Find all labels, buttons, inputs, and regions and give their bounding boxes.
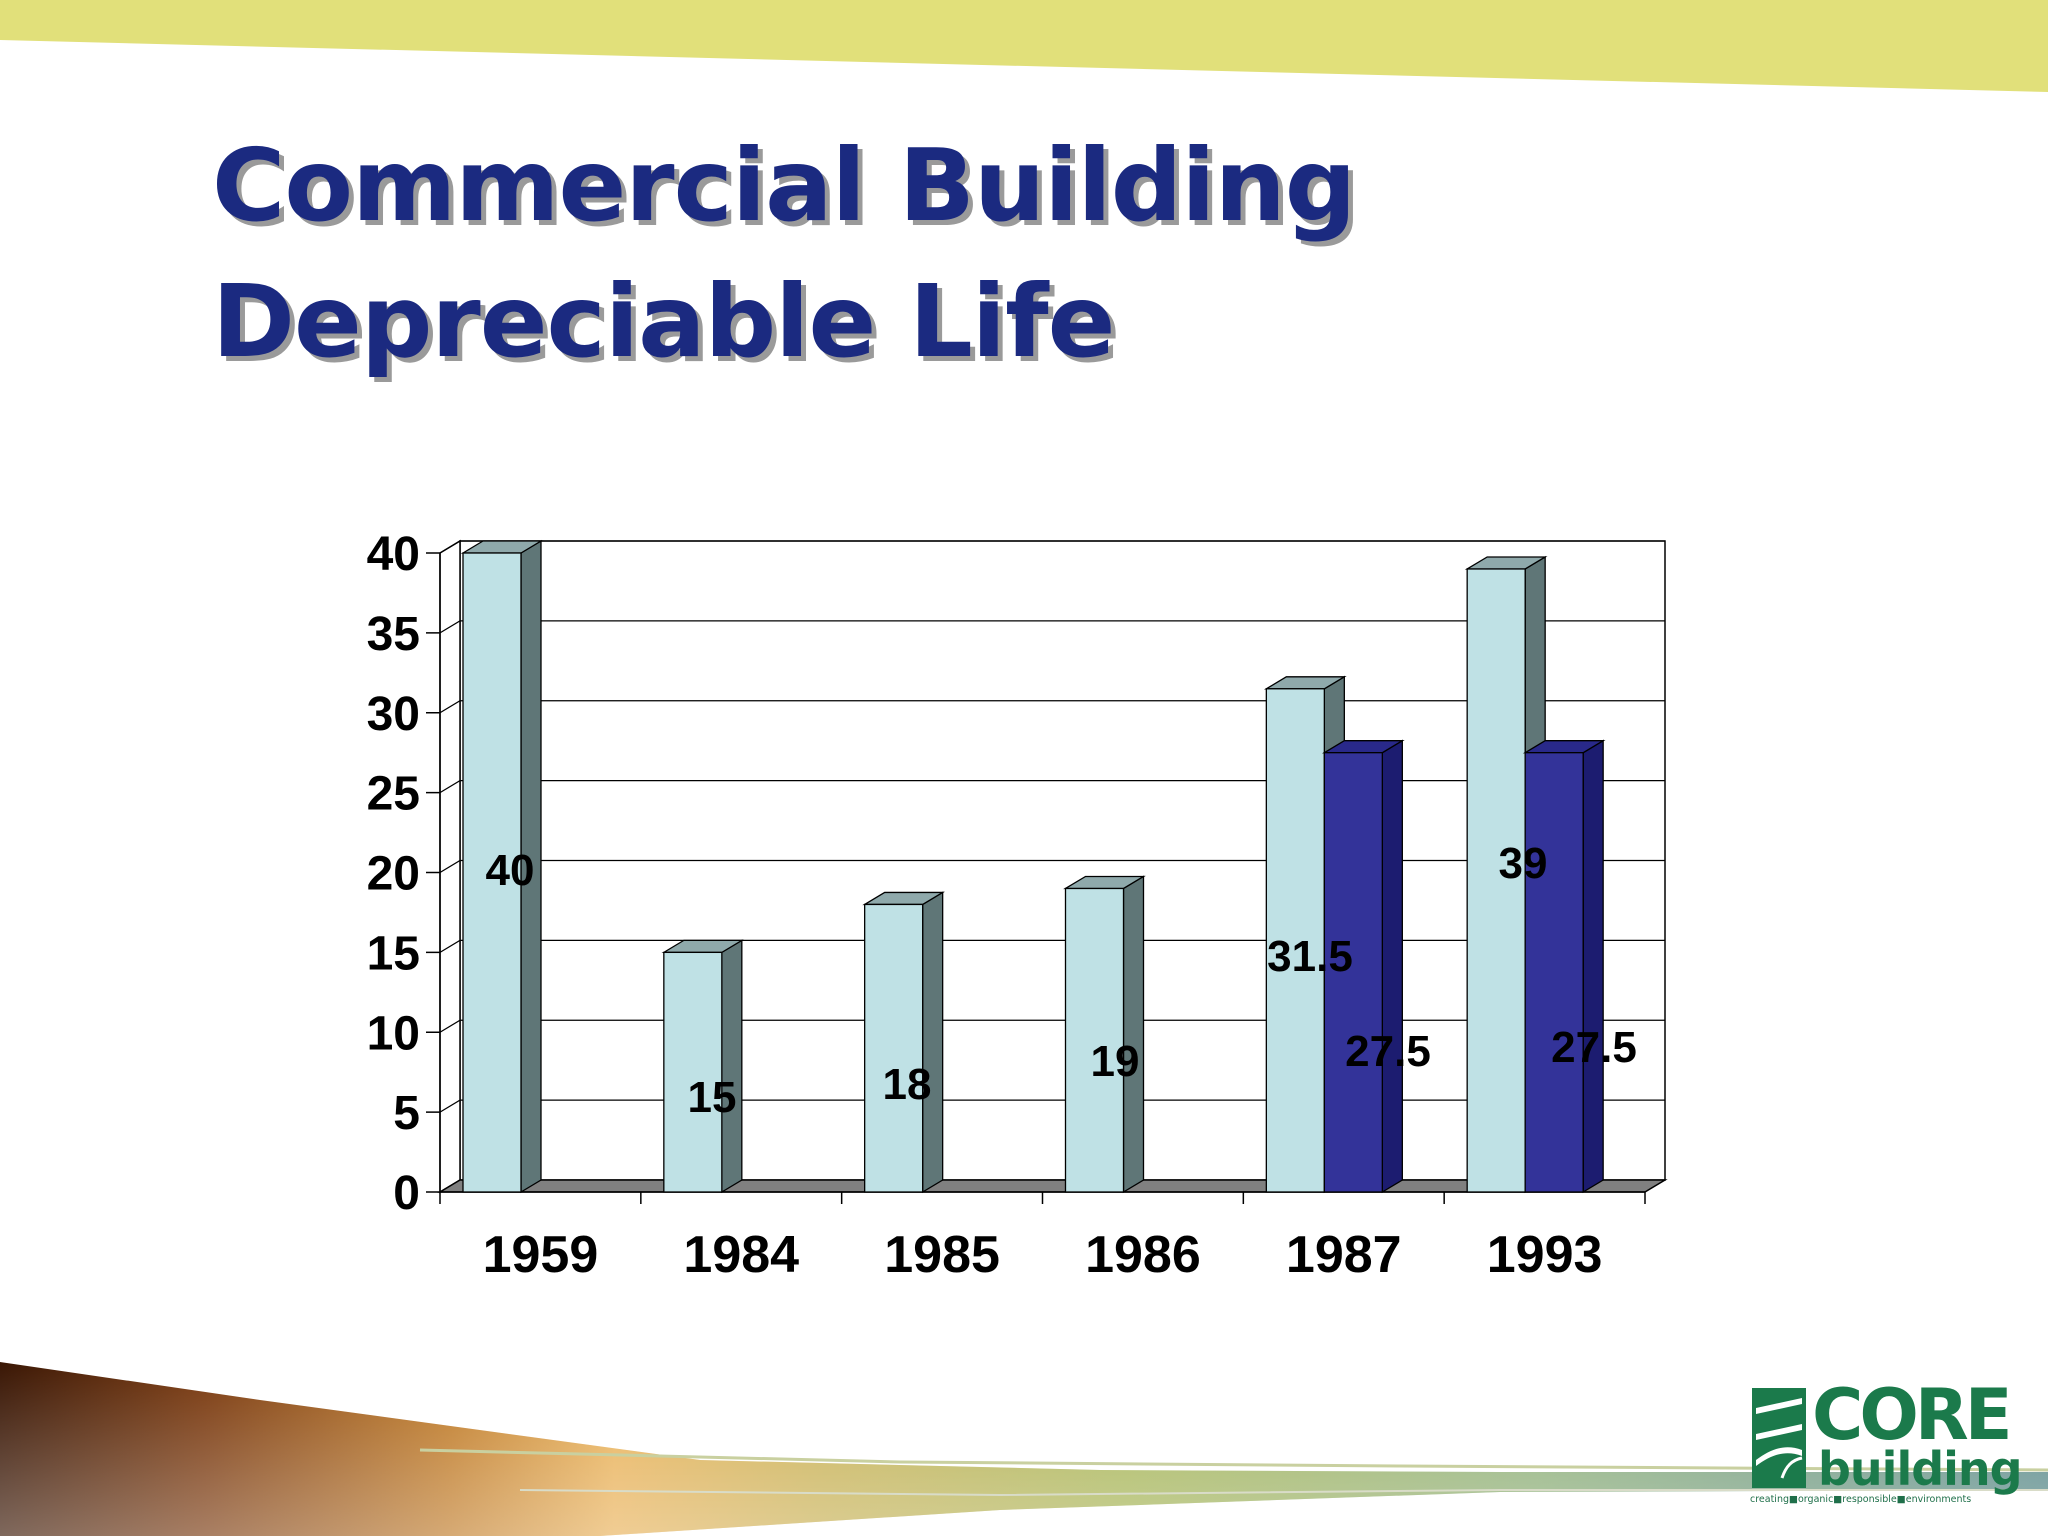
bar-front-face <box>864 903 924 1193</box>
bar-front-face <box>1064 887 1125 1193</box>
tagline-word: responsible <box>1842 1494 1897 1505</box>
tagline-word: organic <box>1798 1494 1834 1505</box>
y-tick-label: 25 <box>367 768 420 821</box>
y-tick-label: 10 <box>367 1007 420 1060</box>
bar-1984-series-1 <box>661 939 745 1194</box>
data-label: 39 <box>1499 839 1548 888</box>
bar-1959-series-1 <box>460 539 544 1194</box>
data-label: 15 <box>688 1073 737 1122</box>
y-tick-label: 40 <box>367 528 420 581</box>
x-tick-label: 1987 <box>1286 1226 1402 1284</box>
data-label: 18 <box>883 1060 932 1109</box>
data-label: 31.5 <box>1267 932 1353 981</box>
slide-title: Commercial Building Depreciable Life <box>212 118 1356 390</box>
gridline <box>439 700 1665 714</box>
gridline <box>439 939 1665 953</box>
y-tick-label: 0 <box>393 1167 420 1220</box>
bar-side-face <box>721 939 743 1194</box>
chart-bars <box>460 539 1606 1194</box>
logo-mark-icon <box>1752 1388 1806 1488</box>
gridline <box>439 1019 1665 1033</box>
bar-front-face <box>462 552 522 1193</box>
bar-front-face <box>1466 568 1526 1193</box>
y-tick-label: 30 <box>367 688 420 741</box>
data-label: 27.5 <box>1345 1027 1431 1076</box>
data-label: 19 <box>1091 1037 1140 1086</box>
bar-1993-series-2 <box>1522 739 1606 1194</box>
tagline-separator: ■ <box>1833 1494 1843 1505</box>
x-tick-label: 1993 <box>1487 1226 1603 1284</box>
top-decorative-band <box>0 0 2048 92</box>
y-tick-label: 20 <box>367 848 420 901</box>
bar-side-face <box>1582 739 1604 1194</box>
y-tick-label: 35 <box>367 608 420 661</box>
x-tick-label: 1986 <box>1085 1226 1201 1284</box>
tagline-separator: ■ <box>1896 1494 1906 1505</box>
core-building-logo: CORE building creating■organic■responsib… <box>1748 1376 2023 1508</box>
gridline <box>439 620 1665 634</box>
bar-front-face <box>1323 752 1383 1193</box>
x-tick-label: 1959 <box>483 1226 599 1284</box>
logo-tagline: creating■organic■responsible■environment… <box>1750 1494 1971 1505</box>
bar-front-face <box>1265 688 1325 1193</box>
logo-building-text: building <box>1818 1442 2023 1496</box>
bar-1987-series-2 <box>1321 739 1405 1194</box>
tagline-word: creating <box>1750 1494 1790 1505</box>
chart-gridlines <box>439 539 1666 1194</box>
gridline <box>439 540 1665 554</box>
tagline-separator: ■ <box>1789 1494 1798 1505</box>
bar-side-face <box>1381 739 1403 1194</box>
bar-1986-series-1 <box>1063 875 1146 1194</box>
bar-1985-series-1 <box>862 891 946 1194</box>
data-label: 40 <box>486 846 535 895</box>
bar-front-face <box>663 951 723 1193</box>
title-line-1: Commercial Building <box>212 127 1356 244</box>
chart-labels: 0 5 10 15 20 25 30 35 40 1959 1984 1985 1986 1987 1993… <box>367 528 1637 1284</box>
y-tick-label: 15 <box>367 927 420 980</box>
logo-core-text: CORE <box>1812 1374 2013 1456</box>
y-tick-label: 5 <box>393 1087 420 1140</box>
x-tick-label: 1984 <box>683 1226 799 1284</box>
bottom-decorative-swoosh <box>0 1362 2048 1536</box>
bar-side-face <box>922 891 944 1194</box>
x-tick-label: 1985 <box>884 1226 1000 1284</box>
gridline <box>439 859 1665 874</box>
gridline <box>439 1099 1665 1113</box>
tagline-word: environments <box>1905 1494 1972 1505</box>
bar-side-face <box>1122 875 1145 1194</box>
title-line-2: Depreciable Life <box>212 263 1115 380</box>
data-label: 27.5 <box>1551 1023 1637 1072</box>
bar-front-face <box>1524 752 1584 1193</box>
gridline <box>439 779 1665 794</box>
